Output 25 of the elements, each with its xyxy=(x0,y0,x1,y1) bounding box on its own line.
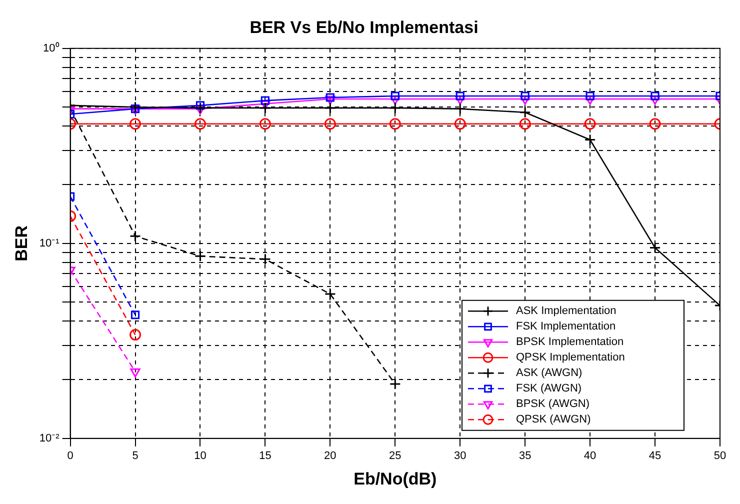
legend-label: QPSK Implementation xyxy=(516,352,625,364)
y-tick-label: 10⁻² xyxy=(39,432,60,444)
x-tick-label: 20 xyxy=(324,450,336,462)
x-tick-label: 35 xyxy=(518,450,532,462)
x-tick-label: 10 xyxy=(194,450,206,462)
legend-label: FSK (AWGN) xyxy=(516,382,582,395)
y-axis-title: BER xyxy=(12,225,31,262)
x-tick-label: 5 xyxy=(132,450,138,462)
x-tick-label: 30 xyxy=(454,450,466,462)
x-tick-label: 25 xyxy=(389,450,402,462)
legend-label: ASK (AWGN) xyxy=(516,367,582,380)
legend-label: BPSK Implementation xyxy=(516,336,624,348)
x-tick-label: 40 xyxy=(584,450,596,462)
x-axis-title: Eb/No(dB) xyxy=(354,469,437,488)
x-tick-label: 0 xyxy=(67,450,74,462)
x-tick-label: 15 xyxy=(259,450,272,462)
legend-label: QPSK (AWGN) xyxy=(516,414,591,426)
legend-label: FSK Implementation xyxy=(516,320,616,333)
y-tick-label: 10⁻¹ xyxy=(39,237,60,250)
chart-title: BER Vs Eb/No Implementasi xyxy=(250,18,478,37)
x-tick-label: 50 xyxy=(714,450,726,462)
y-tick-label: 10⁰ xyxy=(43,41,60,54)
legend-label: ASK Implementation xyxy=(516,305,616,318)
legend-label: BPSK (AWGN) xyxy=(516,398,590,410)
x-tick-label: 45 xyxy=(648,450,662,462)
